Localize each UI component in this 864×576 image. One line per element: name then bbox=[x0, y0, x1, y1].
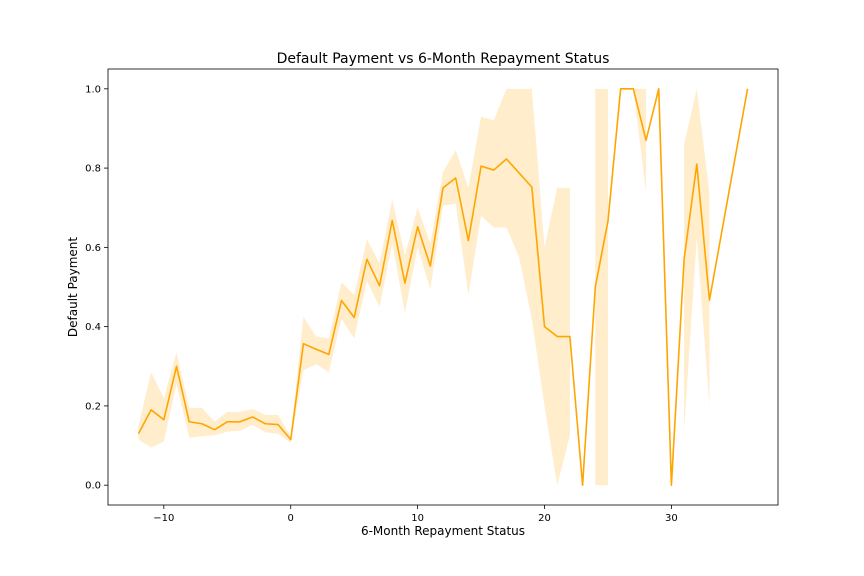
x-axis-ticks: −10 0 10 20 30 bbox=[153, 505, 678, 524]
x-axis-label: 6-Month Repayment Status bbox=[361, 524, 525, 538]
confidence-band-3 bbox=[633, 88, 647, 192]
confidence-bands bbox=[138, 88, 710, 486]
y-tick-label: 0.8 bbox=[85, 164, 101, 175]
chart-title: Default Payment vs 6-Month Repayment Sta… bbox=[277, 51, 610, 67]
y-tick-label: 0.0 bbox=[85, 481, 101, 492]
x-tick-label: 30 bbox=[665, 513, 678, 524]
y-tick-label: 1.0 bbox=[85, 84, 101, 95]
x-tick-label: 0 bbox=[288, 513, 294, 524]
series-lines bbox=[137, 88, 749, 486]
y-tick-label: 0.2 bbox=[85, 401, 101, 412]
x-tick-label: 20 bbox=[538, 513, 551, 524]
confidence-band-2 bbox=[595, 88, 608, 486]
plot-frame bbox=[107, 68, 779, 506]
confidence-band-4 bbox=[684, 88, 710, 430]
y-axis-ticks: 0.0 0.2 0.4 0.6 0.8 1.0 bbox=[85, 84, 108, 492]
confidence-band-1 bbox=[138, 88, 570, 486]
x-tick-label: −10 bbox=[153, 513, 174, 524]
y-tick-label: 0.6 bbox=[85, 243, 101, 254]
axes bbox=[107, 68, 779, 506]
x-tick-label: 10 bbox=[411, 513, 424, 524]
y-tick-label: 0.4 bbox=[85, 322, 101, 333]
y-axis-label: Default Payment bbox=[66, 237, 80, 337]
series-line-1 bbox=[137, 88, 749, 486]
